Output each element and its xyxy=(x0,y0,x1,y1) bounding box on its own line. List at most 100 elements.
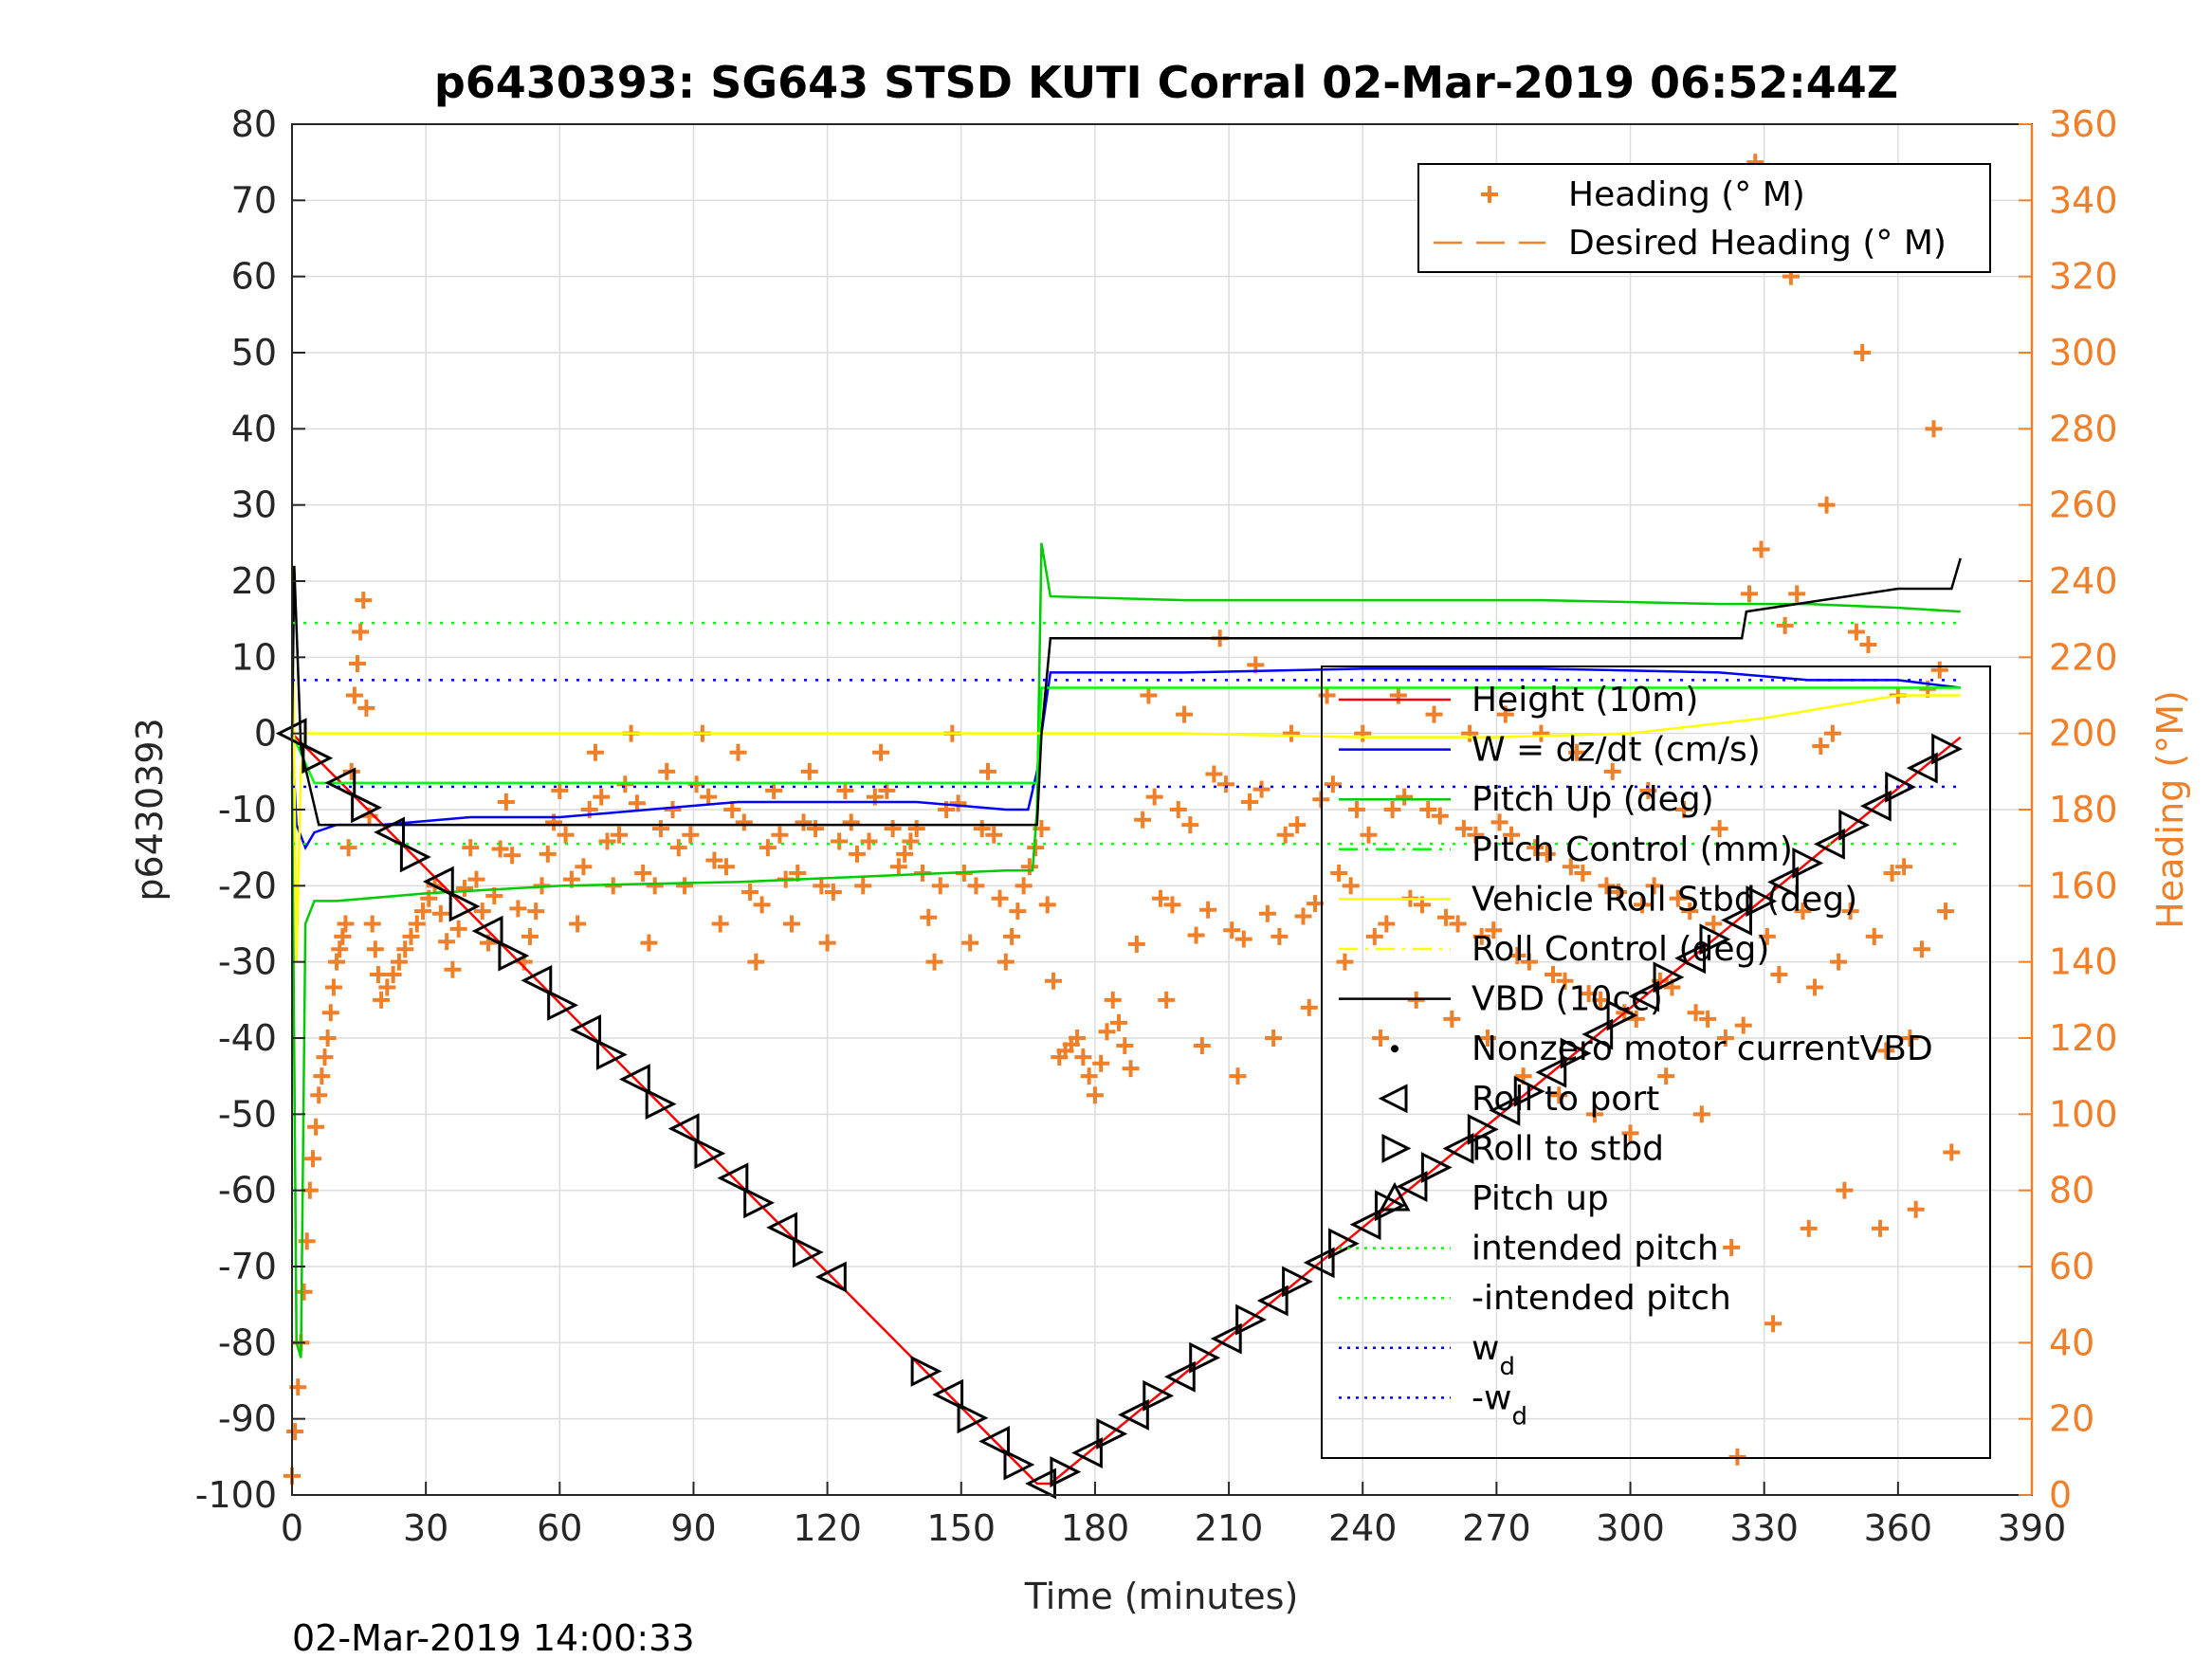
legend-label: Heading (° M) xyxy=(1568,175,1805,214)
roll-marker xyxy=(1746,885,1778,918)
series-line-1 xyxy=(290,667,1961,851)
roll-marker xyxy=(1442,1133,1474,1164)
main-legend-entries: Height (10m) W = dz/dt (cm/s) Pitch Up (de… xyxy=(1339,681,1933,1431)
roll-marker xyxy=(1885,771,1917,803)
heading-point xyxy=(1836,623,1865,1199)
legend-label-subscript: d xyxy=(1511,1402,1527,1431)
heading-point xyxy=(729,743,759,902)
y-right-tick-label: 300 xyxy=(2049,332,2118,374)
roll-marker xyxy=(570,1013,602,1046)
roll-marker xyxy=(1721,904,1752,937)
heading-point xyxy=(979,762,1009,907)
roll-marker xyxy=(1096,1418,1128,1449)
y-right-tick-label: 100 xyxy=(2049,1093,2118,1135)
roll-marker xyxy=(1328,1228,1360,1260)
heading-point xyxy=(1514,839,1545,1085)
x-tick-label: 360 xyxy=(1864,1507,1933,1549)
heading-point xyxy=(1122,811,1152,1078)
heading-point xyxy=(337,762,360,933)
x-tick-label: 60 xyxy=(537,1507,582,1549)
y-right-tick-label: 340 xyxy=(2049,179,2118,221)
y-tick-label: -40 xyxy=(218,1017,277,1059)
roll-marker xyxy=(1050,1456,1082,1488)
heading-point xyxy=(319,978,342,1047)
y-tick-label: 30 xyxy=(231,484,277,526)
heading-point xyxy=(1282,724,1312,925)
roll-marker xyxy=(422,866,454,898)
heading-point xyxy=(1443,820,1472,1028)
y-right-tick-label: 360 xyxy=(2049,103,2118,145)
roll-marker xyxy=(1560,1037,1592,1069)
series-line-5 xyxy=(290,557,1962,827)
heading-point xyxy=(1675,801,1705,1022)
roll-marker xyxy=(1071,1437,1103,1468)
roll-marker xyxy=(792,1236,824,1268)
heading-point xyxy=(310,1048,334,1104)
roll-marker xyxy=(1767,866,1799,898)
legend-label: Pitch Control (mm) xyxy=(1472,830,1793,869)
y-tick-label: -70 xyxy=(218,1246,277,1287)
heading-point xyxy=(1550,858,1580,1104)
y-tick-label: 0 xyxy=(254,713,277,755)
roll-marker xyxy=(667,1113,700,1145)
roll-marker xyxy=(618,1064,650,1095)
x-tick-label: 30 xyxy=(403,1507,448,1549)
y-right-tick-label: 320 xyxy=(2049,256,2118,298)
y-right-tick-label: 40 xyxy=(2049,1322,2094,1363)
y-tick-label: -60 xyxy=(218,1170,277,1212)
heading-point xyxy=(408,889,438,933)
roll-marker xyxy=(1489,1094,1521,1126)
y-tick-label: 40 xyxy=(231,408,277,449)
legend-triangle-up xyxy=(1379,1181,1411,1212)
y-right-tick-label: 60 xyxy=(2049,1246,2094,1287)
heading-point xyxy=(836,781,866,863)
heading-point xyxy=(854,788,884,895)
legend-label: Pitch up xyxy=(1472,1179,1609,1218)
heading-point xyxy=(996,902,1027,971)
legend-triangle-left xyxy=(1378,1084,1408,1114)
heading-point xyxy=(1158,801,1187,1009)
x-tick-label: 300 xyxy=(1596,1507,1665,1549)
y-tick-label: 70 xyxy=(231,179,277,221)
heading-point xyxy=(1532,724,1562,984)
roll-markers xyxy=(275,718,1964,1500)
heading-point xyxy=(1943,1143,1961,1161)
heading-point xyxy=(1104,991,1134,1055)
y-tick-label: -10 xyxy=(218,789,277,830)
y-tick-label: -100 xyxy=(195,1474,277,1516)
roll-marker xyxy=(351,792,382,824)
roll-marker xyxy=(324,767,356,799)
y-right-tick-label: 120 xyxy=(2049,1017,2118,1059)
y-right-tick-label: 140 xyxy=(2049,941,2118,983)
legend-triangle-right xyxy=(1381,1133,1412,1163)
y-tick-label: 60 xyxy=(231,256,277,298)
legend-label: intended pitch xyxy=(1472,1230,1719,1268)
heading-point xyxy=(889,832,920,876)
y-axis-right-label: Heading (°M) xyxy=(2149,690,2191,929)
y-right-tick-label: 0 xyxy=(2049,1474,2072,1516)
heading-point xyxy=(1639,781,1669,990)
chart-title: p6430393: SG643 STSD KUTI Corral 02-Mar-… xyxy=(434,57,1898,108)
roll-marker xyxy=(743,1187,776,1219)
roll-marker xyxy=(1699,923,1731,956)
y-tick-label: -30 xyxy=(218,941,277,983)
y-tick-label: 50 xyxy=(231,332,277,374)
main-legend-box xyxy=(1321,665,1991,1459)
x-tick-label: 90 xyxy=(670,1507,716,1549)
timestamp-label: 02-Mar-2019 14:00:33 xyxy=(292,1617,695,1659)
heading-point xyxy=(1265,826,1294,1047)
legend-label: Roll Control (deg) xyxy=(1472,930,1769,969)
heading-point xyxy=(1496,705,1526,964)
roll-marker xyxy=(595,1039,628,1070)
heading-legend-entries: Heading (° M) Desired Heading (° M) xyxy=(1434,175,1947,263)
roll-marker xyxy=(1859,790,1892,822)
x-tick-label: 390 xyxy=(1998,1507,2067,1549)
heading-point xyxy=(1728,585,1759,1466)
x-tick-label: 210 xyxy=(1195,1507,1264,1549)
roll-marker xyxy=(1653,961,1685,994)
roll-marker xyxy=(1628,980,1660,1012)
y-right-tick-label: 200 xyxy=(2049,713,2118,755)
roll-marker xyxy=(1838,809,1871,841)
y-right-tick-label: 180 xyxy=(2049,789,2118,830)
